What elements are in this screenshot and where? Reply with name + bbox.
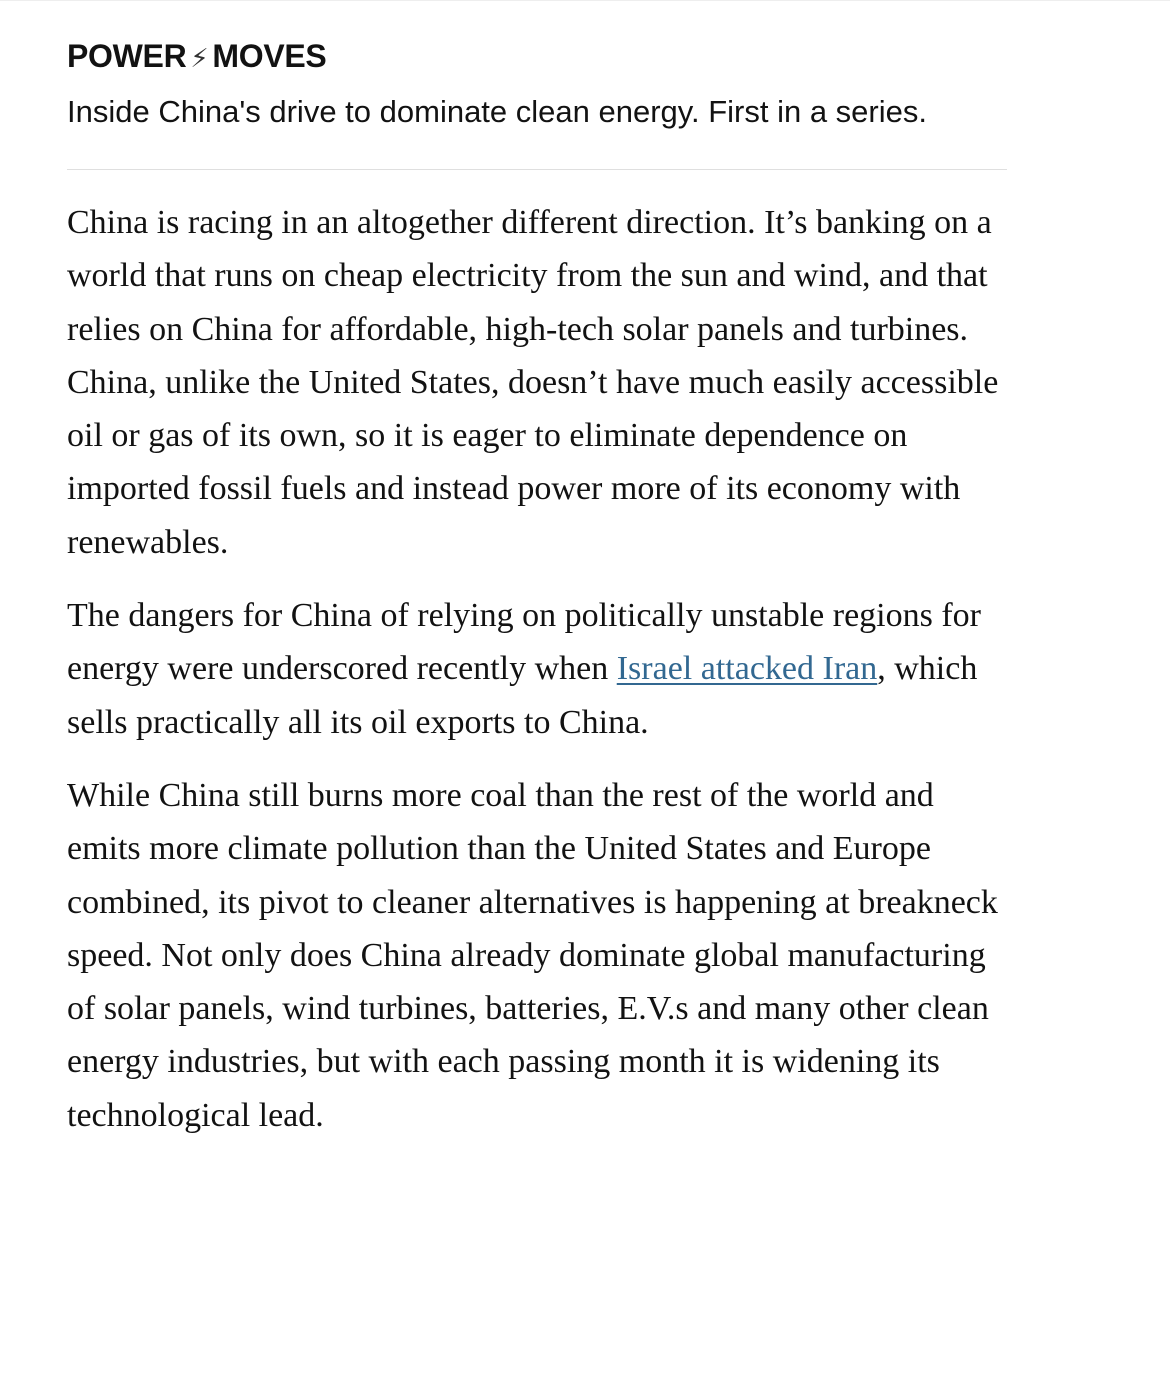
kicker-left: POWER: [67, 38, 187, 74]
series-dek: Inside China's drive to dominate clean e…: [67, 94, 927, 129]
paragraph-3: While China still burns more coal than t…: [67, 776, 998, 1134]
lightning-bolt-icon: ⚡︎: [190, 43, 209, 73]
divider: [67, 169, 1007, 170]
p2-text-before: The dangers for China of relying on poli…: [67, 597, 981, 688]
paragraph-1: China is racing in an altogether differe…: [67, 204, 999, 561]
article: POWER ⚡︎ MOVES Inside China's drive to dom…: [67, 34, 1012, 1162]
paragraph-2: The dangers for China of relying on poli…: [67, 589, 1012, 749]
israel-attacked-iran-link[interactable]: Israel attacked Iran: [616, 650, 878, 688]
top-border: [0, 0, 1170, 1]
p2-text-after: , which sells practically all its oil ex…: [67, 650, 978, 741]
kicker-right: MOVES: [212, 38, 327, 74]
series-kicker[interactable]: POWER ⚡︎ MOVES: [67, 34, 1012, 80]
